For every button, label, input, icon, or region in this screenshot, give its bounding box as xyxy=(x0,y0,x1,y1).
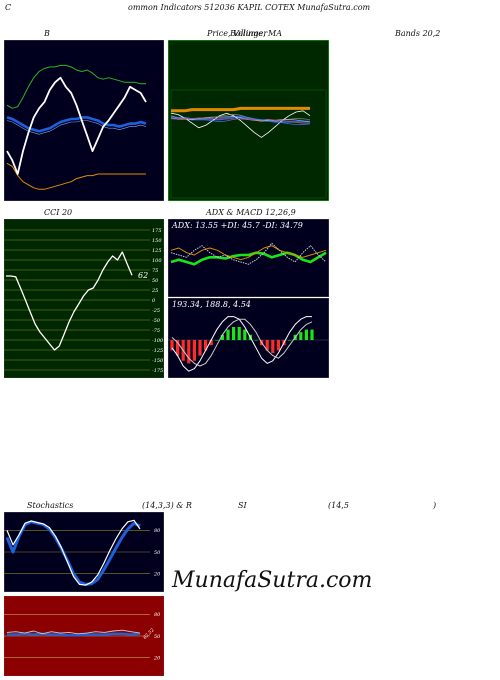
price-line-2 xyxy=(170,110,311,138)
macd-panel: 193.34, 188.8, 4.54 xyxy=(168,298,329,378)
rsi-panel: 80 50 20 62.52 xyxy=(4,596,164,676)
macd-hist-bar xyxy=(304,329,308,340)
price-ma-line-3 xyxy=(170,117,311,125)
macd-hist-bar xyxy=(237,327,241,340)
cci-tick-label: -175 xyxy=(152,368,163,374)
macd-hist-bar xyxy=(198,340,202,356)
macd-hist-bar xyxy=(187,340,191,364)
bollinger-line-0 xyxy=(6,64,146,109)
rsi-tick-label: 20 xyxy=(153,655,161,661)
cci-panel: 175 150 125 100 75 50 25 0 -25 -50 -75 -100 -125 -150… xyxy=(4,219,164,378)
macd-values-label: 193.34, 188.8, 4.54 xyxy=(172,300,251,309)
bollinger-line-2 xyxy=(6,162,146,190)
macd-hist-bar xyxy=(192,340,196,361)
macd-hist-bar xyxy=(265,340,269,351)
bollinger-line-3 xyxy=(6,76,147,175)
adx-line-0 xyxy=(170,251,327,266)
adx-chart: ADX: 13.55 +DI: 45.7 -DI: 34.79 xyxy=(168,219,329,297)
macd-hist-bar xyxy=(299,332,303,340)
price-line-0 xyxy=(171,106,310,113)
macd-hist-bar xyxy=(310,329,314,340)
cci-tick-label: -150 xyxy=(152,358,164,364)
adx-line-2 xyxy=(170,242,327,265)
bollinger-overlap-label: Bollinger xyxy=(230,29,268,38)
adx-values-label: ADX: 13.55 +DI: 45.7 -DI: 34.79 xyxy=(171,221,303,230)
stoch-tick-label: 80 xyxy=(154,528,161,534)
cci-current-label: 62 xyxy=(138,271,148,280)
cci-tick-label: -125 xyxy=(152,348,163,354)
macd-hist-bar xyxy=(276,340,280,351)
price-ma-line-1 xyxy=(170,116,311,123)
rsi-tick-label: 80 xyxy=(154,612,161,618)
rsi-label: SI xyxy=(238,501,247,510)
macd-hist-bar xyxy=(204,340,208,351)
macd-hist-bar xyxy=(176,340,180,356)
bands-label: Bands 20,2 xyxy=(395,29,441,38)
macd-hist-bar xyxy=(170,340,174,351)
cci-tick-label: 75 xyxy=(152,268,158,274)
bollinger-panel xyxy=(4,40,164,201)
cci-line xyxy=(6,251,133,351)
rsi-line-1 xyxy=(6,629,141,635)
cci-tick-label: 25 xyxy=(151,288,158,294)
stochastics-label: Stochastics xyxy=(27,501,74,510)
stoch-line-0 xyxy=(5,520,141,586)
rsi-params-close: ) xyxy=(433,501,437,510)
stochastics-chart: 80 50 20 xyxy=(4,512,164,592)
header-title: ommon Indicators 512036 KAPIL COTEX Muna… xyxy=(128,3,371,12)
stoch-line-1 xyxy=(6,519,141,586)
price-volume-ma-label: Price, Volume, MA xyxy=(207,29,283,38)
macd-hist-bar xyxy=(209,340,213,346)
adx-macd-label: ADX & MACD 12,26,9 xyxy=(206,208,296,217)
stoch-tick-label: 50 xyxy=(154,550,161,556)
stochastics-panel: 80 50 20 xyxy=(4,512,164,592)
cci-tick-label: 150 xyxy=(152,238,162,244)
cci-tick-label: -100 xyxy=(152,338,164,344)
adx-panel: ADX: 13.55 +DI: 45.7 -DI: 34.79 xyxy=(168,219,329,297)
macd-hist-bar xyxy=(254,340,258,341)
header-prefix: C xyxy=(5,3,12,12)
rsi-tick-label: 50 xyxy=(154,634,161,640)
macd-hist-bar xyxy=(232,327,236,340)
rsi-params: (14,5 xyxy=(328,501,349,510)
macd-line-0 xyxy=(171,316,312,372)
macd-hist-bar xyxy=(215,340,219,341)
bollinger-chart xyxy=(4,40,164,201)
watermark: MunafaSutra.com xyxy=(172,568,373,593)
rsi-line-0 xyxy=(7,632,141,637)
macd-hist-bar xyxy=(271,340,275,353)
macd-hist-bar xyxy=(226,329,230,340)
cci-label: CCI 20 xyxy=(44,208,73,217)
macd-hist-bar xyxy=(288,340,292,341)
bollinger-label: B xyxy=(44,29,50,38)
cci-tick-label: 175 xyxy=(152,228,162,234)
cci-tick-label: 125 xyxy=(152,248,162,254)
bollinger-mid-glow-1 xyxy=(6,120,147,135)
cci-tick-label: 0 xyxy=(152,298,156,304)
price-volume-ma-chart xyxy=(168,40,329,201)
macd-line-1 xyxy=(171,318,313,367)
cci-chart: 175 150 125 100 75 50 25 0 -25 -50 -75 -100 -125 -150… xyxy=(4,219,164,378)
cci-tick-label: -50 xyxy=(152,318,161,324)
cci-tick-label: 100 xyxy=(152,258,162,264)
macd-chart: 193.34, 188.8, 4.54 xyxy=(168,298,329,378)
stoch-tick-label: 20 xyxy=(153,571,161,577)
cci-tick-label: -75 xyxy=(152,328,160,334)
cci-tick-label: -25 xyxy=(152,308,160,314)
cci-tick-label: 50 xyxy=(152,278,159,284)
macd-hist-bar xyxy=(243,329,247,340)
price-volume-ma-panel xyxy=(168,40,329,201)
stochastics-params: (14,3,3) & R xyxy=(142,501,192,510)
macd-hist-bar xyxy=(220,334,224,340)
